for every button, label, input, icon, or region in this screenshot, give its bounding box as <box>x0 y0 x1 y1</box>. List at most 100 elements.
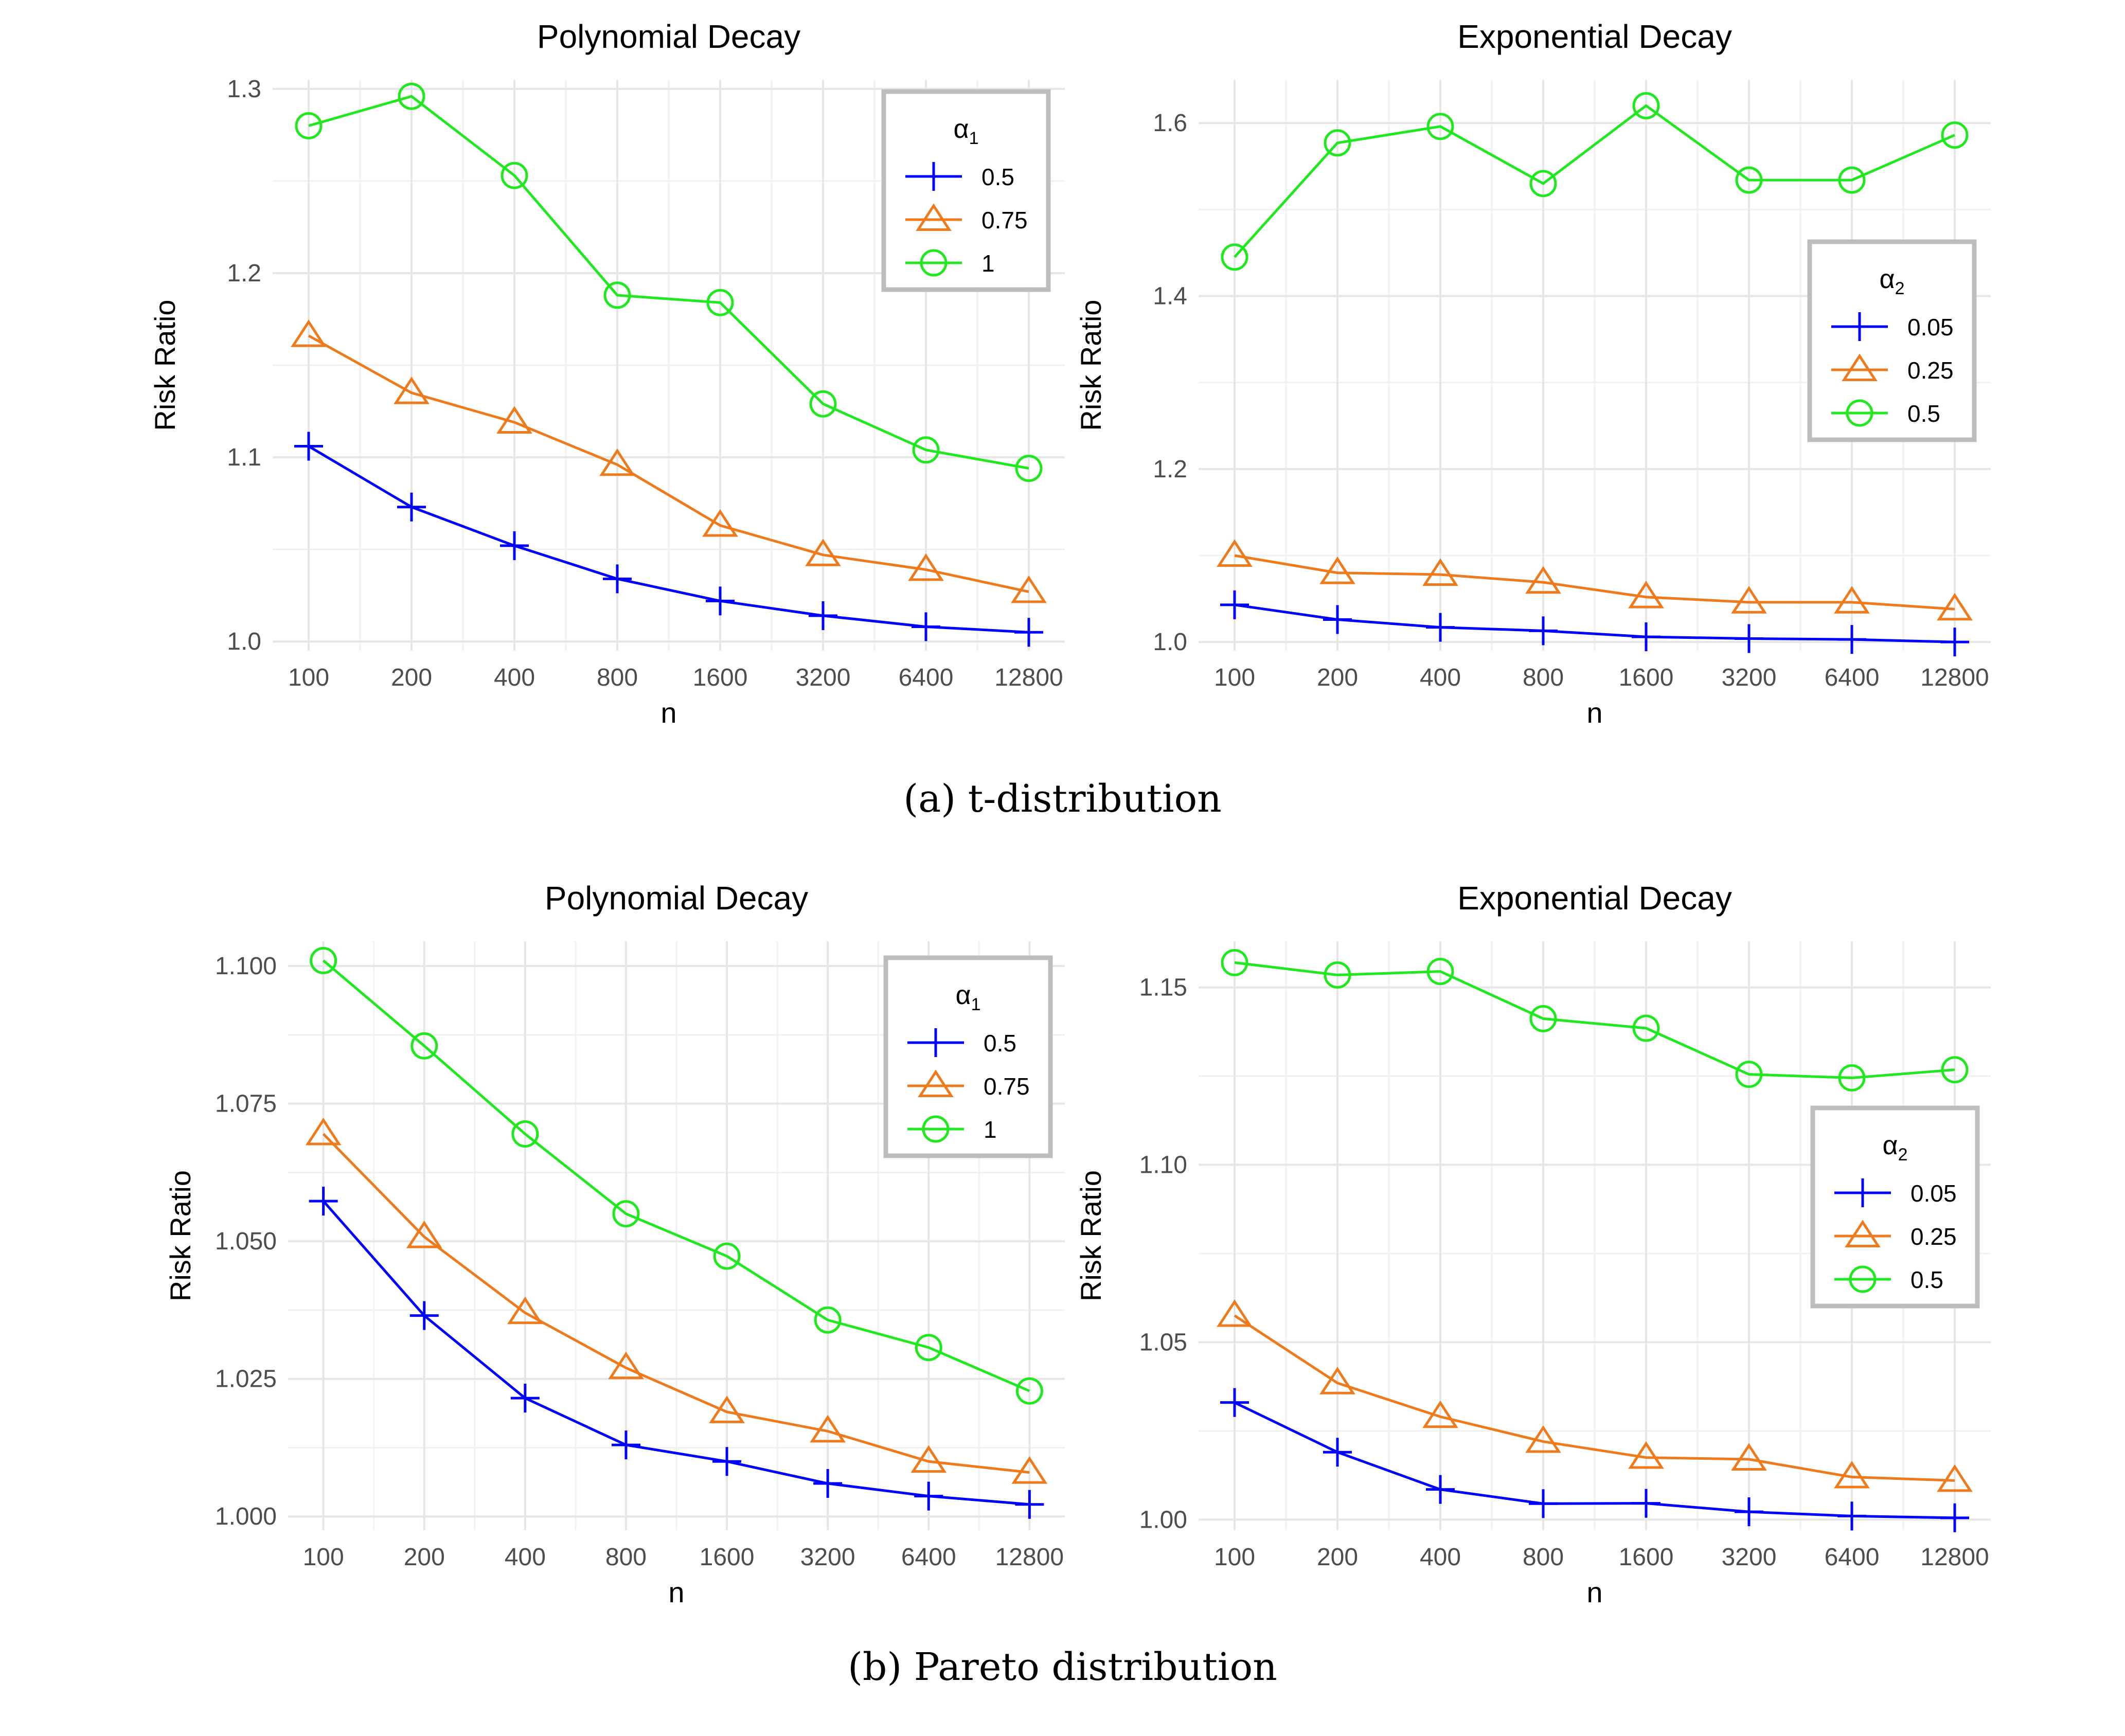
legend: α20.050.250.5 <box>1810 1105 1980 1309</box>
series-line <box>322 1133 1030 1474</box>
x-tick-label: 12800 <box>1920 1544 1989 1571</box>
chart-panel-3: 100 200 400 800 1600 3200 6400 12800 1.000 1.025 1… <box>164 880 1065 1608</box>
series-line <box>1234 1401 1955 1519</box>
legend-key-circle <box>1846 399 1873 427</box>
data-point-triangle <box>406 1221 442 1248</box>
data-point-circle <box>1015 1377 1043 1405</box>
data-point-circle <box>1941 121 1969 149</box>
legend-label: 0.5 <box>1907 400 1940 427</box>
x-tick-label: 3200 <box>800 1544 855 1571</box>
data-point-triangle <box>702 509 738 537</box>
legend-box <box>1810 1105 1980 1309</box>
data-point-circle <box>1735 166 1763 194</box>
x-tick-label: 200 <box>1317 664 1358 691</box>
series-0.75 <box>291 319 1047 603</box>
x-axis-title: n <box>1586 696 1602 729</box>
data-point-triangle <box>1319 557 1355 584</box>
y-tick-label: 1.075 <box>215 1090 277 1118</box>
x-axis-title: n <box>668 1576 684 1608</box>
chart-title: Polynomial Decay <box>537 18 800 55</box>
series-line <box>1234 554 1955 611</box>
legend: α20.050.250.5 <box>1807 239 1977 442</box>
data-point-triangle <box>608 1351 644 1380</box>
data-point-circle <box>1324 961 1351 989</box>
x-tick-label: 100 <box>1214 664 1255 691</box>
data-point-triangle <box>709 1395 745 1423</box>
series-1 <box>310 946 1043 1405</box>
series-0.5 <box>309 1187 1044 1519</box>
x-tick-label: 1600 <box>700 1544 755 1571</box>
data-point-circle <box>1529 1005 1557 1032</box>
chart-panel-1: 100 200 400 800 1600 3200 6400 12800 1.0 1.1 1.2 1.… <box>149 18 1065 729</box>
data-point-circle <box>1838 1064 1866 1092</box>
legend-label: 1 <box>981 250 995 277</box>
x-axis-title: n <box>660 696 676 729</box>
x-tick-label: 200 <box>1317 1544 1358 1571</box>
series-line <box>322 1200 1030 1506</box>
series-0.5 <box>1221 948 1969 1092</box>
legend-title: α1 <box>956 980 981 1014</box>
y-tick-label: 1.3 <box>227 76 261 103</box>
data-point-circle <box>1426 958 1454 986</box>
data-point-triangle <box>908 553 944 581</box>
chart-panel-2: 100 200 400 800 1600 3200 6400 12800 1.0 1.2 1.4 1.… <box>1075 18 1991 729</box>
data-point-circle <box>1015 455 1043 482</box>
x-tick-label: 400 <box>1420 1544 1461 1571</box>
chart-title: Exponential Decay <box>1457 880 1732 917</box>
caption-t-distribution: (a) t-distribution <box>903 777 1222 821</box>
x-tick-label: 6400 <box>1825 1544 1880 1571</box>
data-point-triangle <box>1319 1367 1355 1394</box>
y-tick-label: 1.0 <box>227 628 261 655</box>
x-tick-label: 12800 <box>1920 664 1989 691</box>
series-line <box>1234 603 1955 643</box>
data-point-circle <box>1324 129 1351 157</box>
data-point-circle <box>814 1306 842 1334</box>
series-0.5 <box>1221 92 1969 271</box>
x-tick-label: 6400 <box>899 664 954 691</box>
data-point-triangle <box>1217 1299 1253 1327</box>
y-tick-label: 1.6 <box>1153 110 1187 137</box>
y-tick-label: 1.2 <box>1153 456 1187 483</box>
x-tick-label: 1600 <box>1619 664 1674 691</box>
data-point-triangle <box>1217 539 1253 567</box>
y-tick-label: 1.050 <box>215 1228 277 1255</box>
legend-label: 0.75 <box>984 1073 1030 1100</box>
legend-label: 0.5 <box>984 1030 1016 1057</box>
x-axis-title: n <box>1586 1576 1602 1608</box>
y-axis-title: Risk Ratio <box>1075 299 1107 431</box>
x-tick-label: 3200 <box>1722 1544 1777 1571</box>
x-tick-label: 6400 <box>1825 664 1880 691</box>
series-0.5 <box>294 432 1043 647</box>
data-point-triangle <box>1731 586 1767 614</box>
y-tick-label: 1.000 <box>215 1503 277 1530</box>
x-tick-label: 100 <box>1214 1544 1255 1571</box>
data-point-triangle <box>1937 1464 1973 1492</box>
data-point-triangle <box>1937 593 1973 621</box>
legend-box <box>881 89 1051 292</box>
legend-label: 0.25 <box>1910 1223 1957 1250</box>
data-point-triangle <box>1422 558 1458 586</box>
data-point-triangle <box>496 406 532 434</box>
data-point-triangle <box>305 1117 342 1146</box>
series-line <box>323 959 1030 1392</box>
legend: α10.5 0.75 1 <box>883 955 1053 1158</box>
data-point-circle <box>1838 166 1866 194</box>
data-point-circle <box>398 82 425 110</box>
data-point-circle <box>1632 1014 1660 1042</box>
data-point-circle <box>713 1242 741 1270</box>
legend-key-triangle <box>916 203 952 231</box>
legend-label: 1 <box>984 1116 997 1143</box>
legend-label: 0.05 <box>1910 1180 1957 1207</box>
series-0.75 <box>305 1117 1048 1484</box>
data-point-circle <box>1735 1061 1763 1088</box>
data-point-triangle <box>599 448 635 476</box>
data-point-triangle <box>507 1296 543 1325</box>
x-tick-label: 6400 <box>901 1544 956 1571</box>
data-point-circle <box>295 112 323 140</box>
legend-key-circle <box>920 249 948 277</box>
data-point-triangle <box>1525 566 1561 594</box>
series-line <box>1234 1314 1955 1482</box>
series-line <box>1234 104 1956 258</box>
legend-key-circle <box>922 1115 950 1143</box>
